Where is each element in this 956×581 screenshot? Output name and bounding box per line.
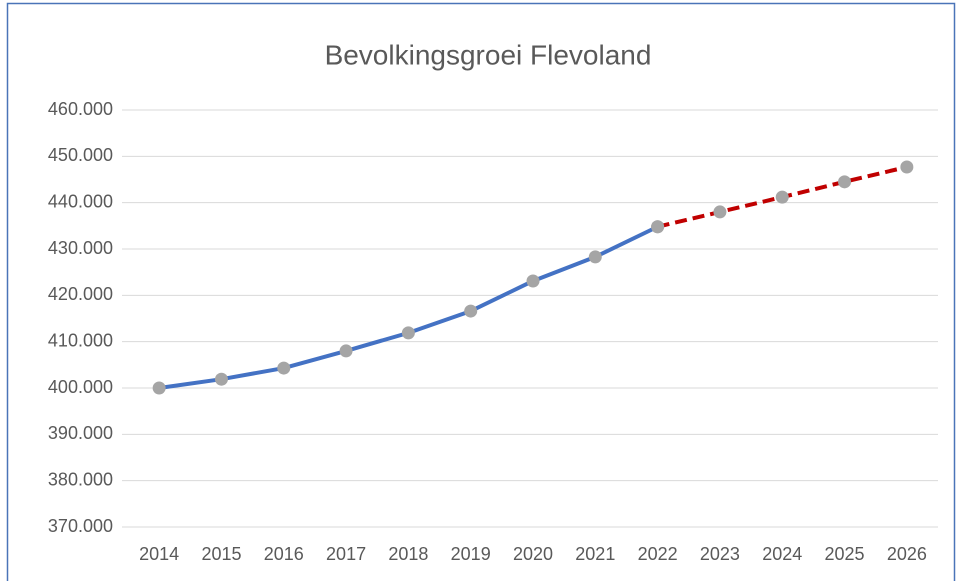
- x-tick-label: 2020: [513, 544, 553, 564]
- y-tick-label: 460.000: [48, 99, 113, 119]
- x-tick-label: 2014: [139, 544, 179, 564]
- point-marker: [214, 372, 228, 386]
- x-tick-label: 2016: [264, 544, 304, 564]
- y-tick-label: 450.000: [48, 145, 113, 165]
- point-marker: [464, 304, 478, 318]
- y-tick-label: 380.000: [48, 469, 113, 489]
- point-marker: [339, 344, 353, 358]
- y-tick-label: 400.000: [48, 377, 113, 397]
- y-tick-label: 430.000: [48, 238, 113, 258]
- point-marker: [651, 220, 665, 234]
- y-tick-label: 410.000: [48, 330, 113, 350]
- x-tick-label: 2025: [825, 544, 865, 564]
- y-tick-label: 420.000: [48, 284, 113, 304]
- point-marker: [401, 326, 415, 340]
- x-tick-label: 2022: [638, 544, 678, 564]
- x-tick-label: 2024: [762, 544, 802, 564]
- y-tick-label: 370.000: [48, 516, 113, 536]
- point-marker: [526, 274, 540, 288]
- x-tick-label: 2021: [575, 544, 615, 564]
- y-tick-label: 390.000: [48, 423, 113, 443]
- point-marker: [838, 175, 852, 189]
- point-marker: [152, 381, 166, 395]
- x-tick-label: 2017: [326, 544, 366, 564]
- x-tick-label: 2026: [887, 544, 927, 564]
- x-tick-label: 2023: [700, 544, 740, 564]
- point-marker: [588, 250, 602, 264]
- x-tick-label: 2015: [201, 544, 241, 564]
- point-marker: [277, 361, 291, 375]
- chart-border: [6, 2, 956, 581]
- chart-title: Bevolkingsgroei Flevoland: [325, 39, 652, 70]
- point-marker: [713, 205, 727, 219]
- point-marker: [775, 190, 789, 204]
- x-tick-label: 2019: [451, 544, 491, 564]
- y-tick-label: 440.000: [48, 191, 113, 211]
- x-tick-label: 2018: [388, 544, 428, 564]
- point-marker: [900, 160, 914, 174]
